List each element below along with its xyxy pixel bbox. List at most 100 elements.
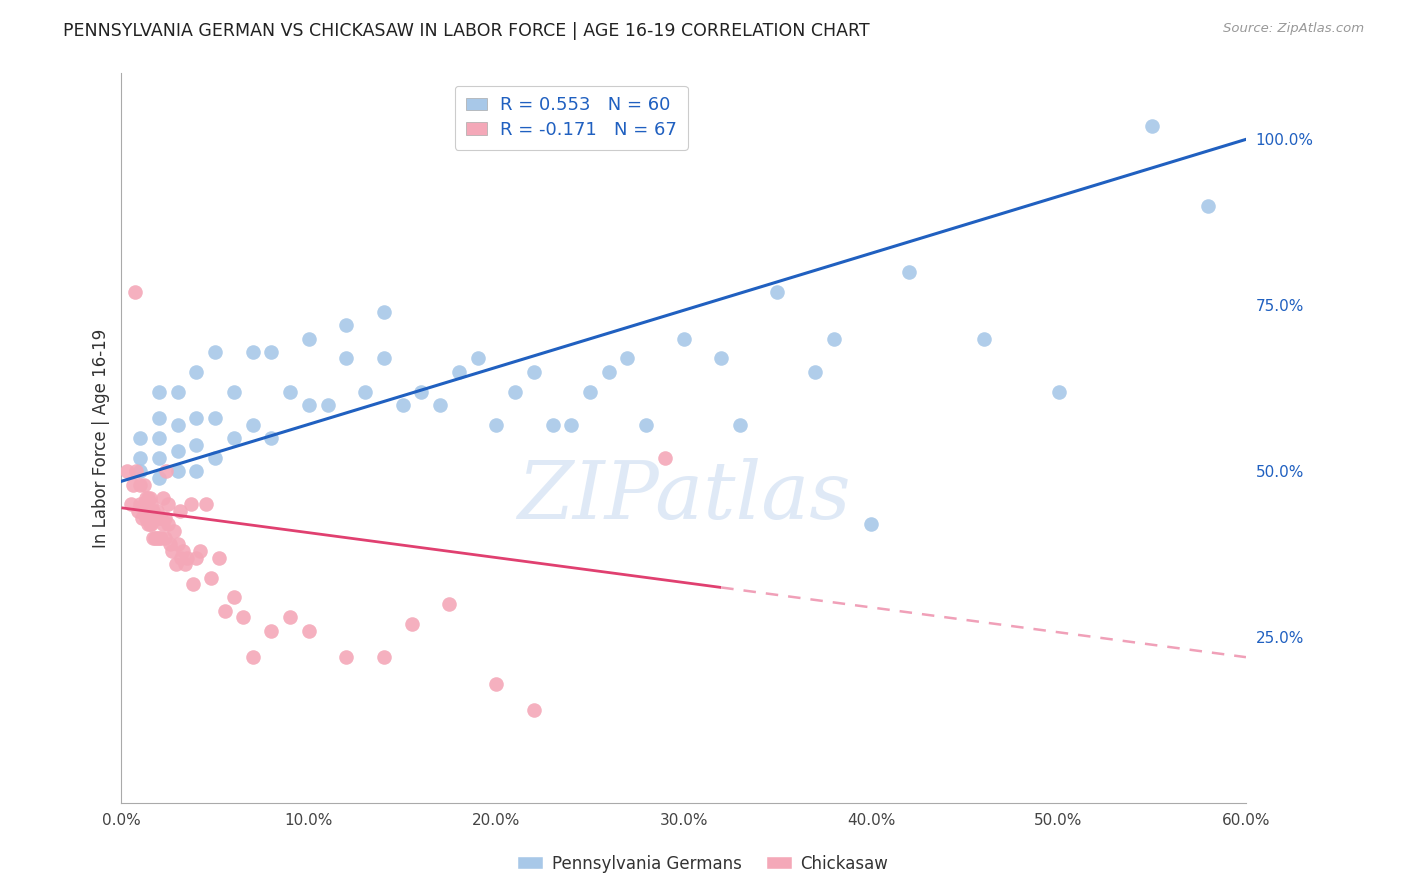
Point	[710, 351, 733, 366]
Point	[860, 517, 883, 532]
Point	[214, 604, 236, 618]
Point	[204, 344, 226, 359]
Point	[129, 450, 152, 465]
Point	[166, 444, 188, 458]
Point	[636, 417, 658, 432]
Point	[523, 365, 546, 379]
Point	[598, 365, 620, 379]
Point	[204, 450, 226, 465]
Y-axis label: In Labor Force | Age 16-19: In Labor Force | Age 16-19	[93, 328, 110, 548]
Point	[1198, 199, 1220, 213]
Point	[1047, 384, 1070, 399]
Point	[153, 531, 176, 545]
Point	[115, 464, 138, 478]
Point	[129, 431, 152, 445]
Point	[503, 384, 526, 399]
Point	[136, 517, 159, 532]
Point	[165, 558, 187, 572]
Point	[373, 305, 395, 319]
Point	[194, 498, 217, 512]
Point	[208, 550, 231, 565]
Point	[129, 477, 152, 491]
Point	[222, 384, 245, 399]
Point	[186, 365, 208, 379]
Point	[136, 491, 159, 505]
Point	[485, 677, 508, 691]
Point	[222, 591, 245, 605]
Text: Source: ZipAtlas.com: Source: ZipAtlas.com	[1223, 22, 1364, 36]
Point	[523, 703, 546, 717]
Point	[579, 384, 602, 399]
Text: ZIPatlas: ZIPatlas	[517, 458, 851, 535]
Point	[172, 544, 194, 558]
Point	[148, 531, 170, 545]
Point	[411, 384, 433, 399]
Point	[169, 504, 191, 518]
Point	[155, 464, 177, 478]
Point	[142, 504, 165, 518]
Point	[149, 531, 172, 545]
Point	[335, 650, 357, 665]
Point	[242, 650, 264, 665]
Point	[298, 332, 321, 346]
Point	[121, 477, 143, 491]
Point	[335, 351, 357, 366]
Point	[166, 384, 188, 399]
Point	[143, 510, 166, 524]
Point	[152, 491, 174, 505]
Point	[120, 498, 142, 512]
Point	[728, 417, 751, 432]
Point	[153, 510, 176, 524]
Point	[174, 558, 197, 572]
Point	[232, 610, 254, 624]
Text: PENNSYLVANIA GERMAN VS CHICKASAW IN LABOR FORCE | AGE 16-19 CORRELATION CHART: PENNSYLVANIA GERMAN VS CHICKASAW IN LABO…	[63, 22, 870, 40]
Point	[148, 411, 170, 425]
Point	[166, 417, 188, 432]
Point	[200, 570, 222, 584]
Point	[170, 550, 193, 565]
Point	[485, 417, 508, 432]
Point	[138, 517, 160, 532]
Point	[157, 517, 180, 532]
Point	[149, 510, 172, 524]
Point	[132, 498, 155, 512]
Point	[204, 411, 226, 425]
Point	[222, 431, 245, 445]
Point	[298, 624, 321, 638]
Point	[186, 464, 208, 478]
Point	[124, 285, 146, 299]
Point	[373, 650, 395, 665]
Point	[260, 431, 283, 445]
Point	[159, 537, 181, 551]
Point	[242, 344, 264, 359]
Point	[148, 431, 170, 445]
Point	[129, 498, 152, 512]
Point	[766, 285, 789, 299]
Point	[401, 617, 423, 632]
Point	[138, 491, 160, 505]
Point	[141, 517, 163, 532]
Point	[186, 438, 208, 452]
Point	[654, 450, 676, 465]
Point	[1142, 119, 1164, 133]
Point	[129, 464, 152, 478]
Point	[278, 610, 301, 624]
Point	[186, 550, 208, 565]
Point	[125, 464, 148, 478]
Legend: R = 0.553   N = 60, R = -0.171   N = 67: R = 0.553 N = 60, R = -0.171 N = 67	[454, 86, 688, 150]
Point	[897, 265, 920, 279]
Point	[373, 351, 395, 366]
Point	[335, 318, 357, 333]
Point	[278, 384, 301, 399]
Point	[260, 344, 283, 359]
Point	[176, 550, 198, 565]
Point	[242, 417, 264, 432]
Point	[135, 491, 157, 505]
Point	[447, 365, 470, 379]
Point	[298, 398, 321, 412]
Point	[672, 332, 695, 346]
Point	[166, 464, 188, 478]
Point	[148, 471, 170, 485]
Point	[127, 504, 149, 518]
Point	[467, 351, 489, 366]
